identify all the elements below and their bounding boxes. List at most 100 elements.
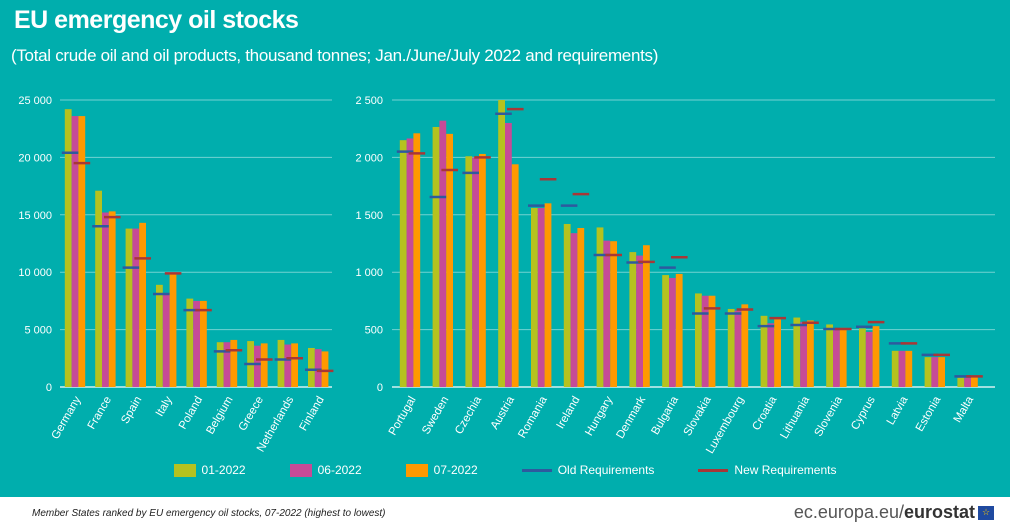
- x-tick-label: Malta: [952, 394, 977, 425]
- footnote: Member States ranked by EU emergency oil…: [32, 508, 386, 519]
- bar-06-2022: [439, 120, 447, 387]
- bar-06-2022: [254, 345, 261, 387]
- bar-01-2022: [465, 156, 473, 387]
- bar-01-2022: [277, 339, 285, 387]
- x-tick-label: Portugal: [387, 395, 419, 438]
- x-tick-label: Latvia: [885, 394, 911, 427]
- bar-07-2022: [839, 327, 847, 387]
- bar-07-2022: [741, 304, 749, 387]
- legend-item-01-2022: 01-2022: [173, 463, 246, 477]
- bar-06-2022: [669, 277, 676, 387]
- bar-07-2022: [675, 273, 683, 387]
- bar-07-2022: [321, 351, 329, 387]
- bar-01-2022: [596, 227, 604, 387]
- bar-01-2022: [662, 275, 669, 387]
- bar-01-2022: [957, 377, 965, 387]
- bar-06-2022: [800, 322, 807, 387]
- x-tick-label: Denmark: [614, 394, 648, 441]
- bar-01-2022: [793, 317, 801, 387]
- bar-06-2022: [603, 240, 611, 387]
- bar-01-2022: [498, 100, 505, 387]
- bar-06-2022: [931, 357, 939, 387]
- eurostat-logo: ec.europa.eu/eurostat ☆: [794, 502, 994, 523]
- x-tick-label: Belgium: [204, 395, 235, 437]
- bar-01-2022: [399, 140, 407, 387]
- y-tick-label: 25 000: [18, 95, 52, 107]
- bar-07-2022: [544, 203, 552, 387]
- bar-06-2022: [132, 228, 140, 387]
- x-tick-label: Germany: [50, 394, 84, 441]
- bar-01-2022: [432, 126, 440, 387]
- bar-07-2022: [413, 133, 421, 387]
- x-tick-label: Slovenia: [813, 394, 846, 439]
- bar-07-2022: [610, 241, 617, 387]
- x-tick-label: Czechia: [453, 394, 484, 437]
- y-tick-label: 1 500: [355, 210, 383, 222]
- legend-item-07-2022: 07-2022: [405, 463, 478, 477]
- bar-07-2022: [511, 164, 519, 387]
- bar-01-2022: [186, 298, 194, 387]
- bar-07-2022: [774, 319, 781, 387]
- y-tick-label: 5 000: [24, 325, 52, 337]
- x-tick-label: Italy: [154, 394, 175, 418]
- y-tick-label: 20 000: [18, 152, 52, 164]
- bar-07-2022: [872, 326, 880, 387]
- x-tick-label: Bulgaria: [650, 394, 682, 437]
- bar-06-2022: [223, 342, 231, 387]
- x-tick-label: Romania: [516, 394, 550, 440]
- bar-01-2022: [125, 228, 133, 387]
- bar-07-2022: [78, 116, 86, 388]
- chart-subtitle: (Total crude oil and oil products, thous…: [11, 46, 659, 65]
- bar-07-2022: [938, 357, 945, 387]
- x-tick-label: Croatia: [750, 394, 779, 433]
- bar-01-2022: [156, 284, 163, 387]
- bar-06-2022: [636, 255, 643, 387]
- bar-07-2022: [260, 343, 268, 387]
- x-tick-label: Lithuania: [778, 394, 812, 441]
- bar-01-2022: [760, 315, 768, 387]
- bar-07-2022: [807, 320, 814, 387]
- legend-item-old-requirements: Old Requirements: [521, 463, 654, 477]
- x-tick-label: Ireland: [555, 395, 583, 431]
- legend-item-new-requirements: New Requirements: [698, 463, 836, 477]
- bar-06-2022: [865, 331, 873, 387]
- y-tick-label: 2 000: [355, 152, 383, 164]
- bar-06-2022: [162, 294, 170, 387]
- y-tick-label: 0: [377, 382, 383, 394]
- bar-01-2022: [531, 207, 538, 387]
- bar-01-2022: [695, 293, 702, 387]
- x-tick-label: Sweden: [420, 395, 451, 437]
- bar-07-2022: [230, 339, 238, 387]
- bar-06-2022: [505, 122, 512, 388]
- bar-07-2022: [971, 377, 978, 387]
- x-tick-label: Hungary: [583, 394, 615, 438]
- bar-07-2022: [708, 295, 716, 387]
- bar-01-2022: [629, 252, 637, 387]
- bar-06-2022: [701, 295, 709, 387]
- bar-01-2022: [826, 324, 833, 387]
- bar-07-2022: [446, 133, 453, 387]
- bar-01-2022: [924, 357, 932, 387]
- bar-06-2022: [570, 233, 578, 387]
- bar-06-2022: [537, 207, 545, 387]
- x-tick-label: Greece: [237, 395, 266, 434]
- bar-06-2022: [406, 138, 414, 387]
- bar-06-2022: [102, 212, 109, 387]
- bar-01-2022: [216, 342, 224, 387]
- charts-svg: 0 5 000 10 000 15 000 20 000 25 000 Germany Fra…: [18, 95, 995, 456]
- bar-07-2022: [643, 245, 650, 387]
- chart-title: EU emergency oil stocks: [14, 6, 299, 34]
- x-tick-label: Spain: [119, 395, 144, 426]
- y-tick-label: 10 000: [18, 267, 52, 279]
- legend: 01-2022 06-2022 07-2022 Old Requirements…: [0, 463, 1010, 477]
- x-tick-label: Slovakia: [682, 394, 714, 438]
- x-tick-label: Poland: [177, 395, 205, 432]
- bar-01-2022: [859, 328, 866, 387]
- bar-01-2022: [64, 109, 72, 388]
- legend-item-06-2022: 06-2022: [289, 463, 362, 477]
- bar-01-2022: [727, 308, 735, 387]
- x-tick-label: Cyprus: [849, 394, 878, 432]
- y-tick-label: 2 500: [355, 95, 383, 107]
- bar-01-2022: [95, 190, 102, 387]
- x-tick-label: Estonia: [914, 394, 944, 434]
